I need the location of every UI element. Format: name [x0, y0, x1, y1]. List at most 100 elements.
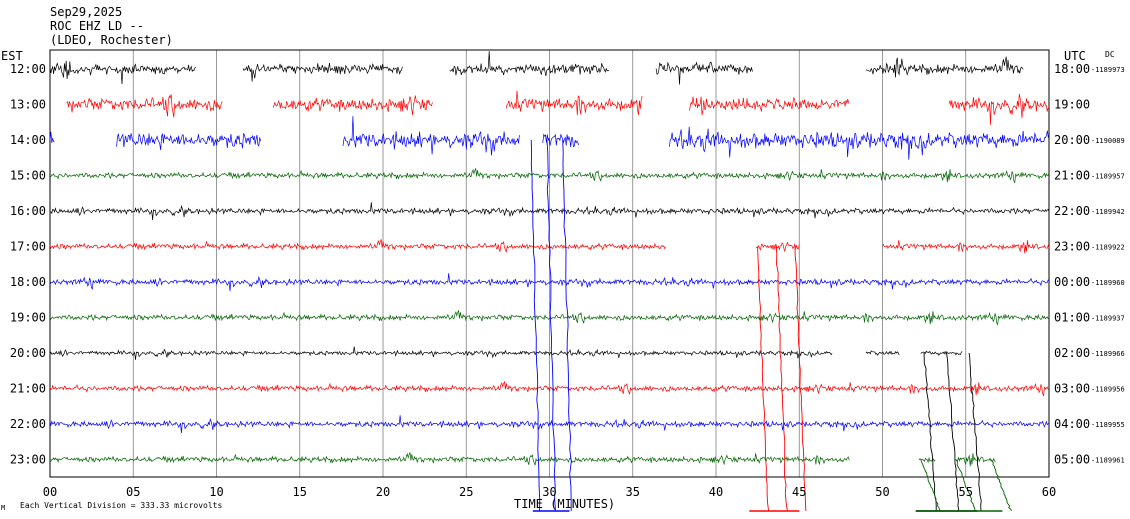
trace-segment [49, 381, 1050, 397]
dc-offset-label: -1189942 [1091, 208, 1125, 216]
x-tick-label: 60 [1042, 485, 1056, 499]
x-axis-ticks: 00 05 10 15 20 25 30 35 40 45 50 55 60 [43, 485, 1056, 499]
utc-time-label: 22:00 [1054, 204, 1090, 218]
title-line-date: Sep29,2025 [50, 5, 122, 19]
clipped-trace-line [946, 352, 960, 512]
clipped-trace-line [955, 459, 976, 512]
est-time-label: 17:00 [10, 240, 46, 254]
trace-segment [948, 93, 1049, 125]
chart-title: Sep29,2025 ROC EHZ LD -- (LDEO, Rocheste… [50, 5, 173, 47]
est-time-label: 19:00 [10, 311, 46, 325]
est-time-label: 18:00 [10, 275, 46, 289]
trace-segment [755, 241, 800, 253]
x-tick-label: 45 [792, 485, 806, 499]
clipped-trace-line [923, 352, 937, 511]
clipped-trace-line [920, 459, 941, 512]
x-tick-label: 35 [626, 485, 640, 499]
trace-segment [49, 310, 1050, 326]
trace-segment [49, 452, 850, 466]
dc-offset-label: -1190089 [1091, 137, 1125, 145]
dc-offset-label: -1189961 [1091, 457, 1125, 465]
trace-segment [272, 95, 433, 116]
clipped-trace-line [968, 352, 982, 512]
trace-segment [669, 126, 1049, 160]
plot-frame [49, 49, 1050, 478]
trace-segment [655, 61, 753, 85]
trace-segment [920, 350, 963, 356]
trace-segment [49, 131, 55, 143]
utc-time-label: 23:00 [1054, 240, 1090, 254]
dc-offset-label: -1189937 [1091, 315, 1125, 323]
trace-segment [49, 168, 1050, 184]
clipped-trace-line [990, 459, 1012, 512]
clipped-trace-line [757, 246, 770, 512]
utc-time-label: 01:00 [1054, 311, 1090, 325]
x-tick-label: 05 [126, 485, 140, 499]
seismogram-traces [49, 51, 1050, 512]
x-tick-label: 10 [209, 485, 223, 499]
trace-segment [49, 346, 833, 360]
scale-note: Each Vertical Division = 333.33 microvol… [20, 501, 222, 510]
dc-offset-label: -1189922 [1091, 244, 1125, 252]
est-axis-title: EST [1, 49, 23, 63]
est-time-label: 16:00 [10, 204, 46, 218]
clipped-trace-line [530, 139, 541, 512]
clipped-trace-line [562, 139, 572, 512]
trace-segment [66, 94, 223, 118]
trace-segment [49, 202, 1050, 221]
clipped-trace-line [794, 246, 807, 512]
utc-time-label: 02:00 [1054, 346, 1090, 360]
clipped-trace-line [546, 139, 556, 512]
est-time-label: 23:00 [10, 453, 46, 467]
dc-offset-label: -1189966 [1091, 350, 1125, 358]
utc-axis-title: UTC [1064, 49, 1086, 63]
x-tick-label: 20 [376, 485, 390, 499]
trace-segment [505, 90, 643, 116]
x-tick-label: 40 [709, 485, 723, 499]
utc-time-label: 00:00 [1054, 275, 1090, 289]
trace-segment [116, 132, 261, 151]
est-time-label: 20:00 [10, 346, 46, 360]
est-time-label: 12:00 [10, 62, 46, 76]
clipped-trace-line [775, 246, 788, 512]
est-time-label: 21:00 [10, 382, 46, 396]
dc-offset-label: -1189973 [1091, 66, 1125, 74]
dc-label: DC [1105, 50, 1115, 59]
trace-segment [49, 273, 1050, 292]
x-tick-label: 55 [959, 485, 973, 499]
x-tick-label: 15 [293, 485, 307, 499]
est-time-label: 14:00 [10, 133, 46, 147]
trace-segment [882, 240, 1050, 254]
x-tick-label: 50 [875, 485, 889, 499]
utc-time-label: 04:00 [1054, 417, 1090, 431]
scale-note-marker: M [1, 504, 5, 512]
x-tick-label: 00 [43, 485, 57, 499]
trace-segment [49, 415, 1050, 434]
trace-segment [865, 350, 900, 356]
trace-segment [449, 51, 610, 77]
title-line-station: ROC EHZ LD -- [50, 19, 144, 33]
utc-time-label: 18:00 [1054, 62, 1090, 76]
x-axis-label: TIME (MINUTES) [514, 497, 615, 511]
x-tick-label: 30 [542, 485, 556, 499]
x-tick-label: 25 [459, 485, 473, 499]
dc-offset-label: -1189960 [1091, 279, 1125, 287]
trace-segment [49, 60, 197, 85]
trace-segment [865, 56, 1024, 78]
trace-segment [542, 133, 580, 148]
title-line-network: (LDEO, Rochester) [50, 33, 173, 47]
utc-time-label: 19:00 [1054, 98, 1090, 112]
trace-segment [689, 96, 850, 116]
utc-time-label: 05:00 [1054, 453, 1090, 467]
trace-segment [342, 116, 520, 156]
dc-offset-label: -1189957 [1091, 173, 1125, 181]
est-time-label: 13:00 [10, 98, 46, 112]
trace-segment [242, 62, 403, 82]
utc-time-label: 20:00 [1054, 133, 1090, 147]
trace-segment [955, 453, 996, 467]
trace-segment [49, 239, 666, 253]
dc-offset-label: -1189956 [1091, 386, 1125, 394]
est-time-label: 15:00 [10, 169, 46, 183]
